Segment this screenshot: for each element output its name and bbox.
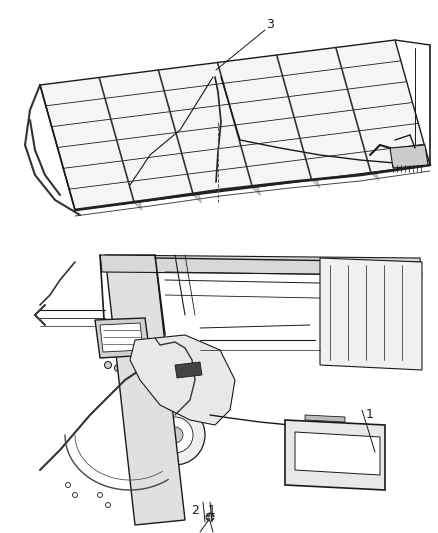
Polygon shape (390, 145, 428, 168)
Polygon shape (40, 40, 430, 210)
Polygon shape (218, 62, 261, 196)
Polygon shape (100, 323, 143, 352)
Polygon shape (295, 432, 380, 475)
Text: 2: 2 (191, 504, 199, 516)
Ellipse shape (202, 67, 224, 78)
Circle shape (206, 513, 214, 521)
Circle shape (157, 417, 193, 453)
Circle shape (105, 361, 112, 368)
Circle shape (124, 359, 131, 366)
Circle shape (106, 503, 110, 507)
Polygon shape (277, 55, 320, 188)
Polygon shape (100, 255, 422, 275)
Circle shape (145, 405, 205, 465)
Polygon shape (95, 318, 150, 358)
Text: 1: 1 (208, 504, 216, 516)
Polygon shape (285, 420, 385, 490)
Circle shape (378, 298, 382, 302)
Circle shape (263, 266, 267, 270)
Circle shape (114, 365, 121, 372)
Polygon shape (158, 70, 201, 203)
Text: 1: 1 (366, 408, 374, 422)
Circle shape (66, 482, 71, 488)
Polygon shape (99, 77, 142, 211)
Polygon shape (105, 255, 185, 525)
Text: 3: 3 (266, 19, 274, 31)
Polygon shape (320, 258, 422, 370)
Polygon shape (175, 362, 202, 378)
Polygon shape (336, 47, 379, 181)
Circle shape (98, 492, 102, 497)
Polygon shape (130, 335, 235, 425)
Circle shape (73, 492, 78, 497)
Polygon shape (305, 415, 345, 422)
Circle shape (167, 427, 183, 443)
